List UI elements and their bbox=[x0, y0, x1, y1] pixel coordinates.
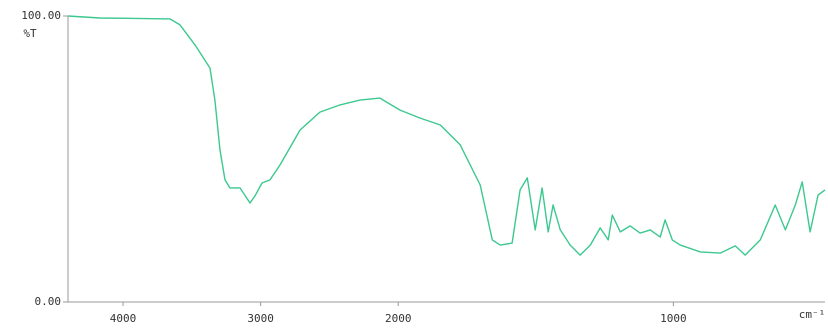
x-tick-label: 2000 bbox=[385, 312, 412, 325]
x-tick-label: 1000 bbox=[660, 312, 687, 325]
x-tick-label: 3000 bbox=[247, 312, 274, 325]
y-tick-label: 100.00 bbox=[21, 9, 61, 22]
x-axis-label: cm⁻¹ bbox=[799, 308, 826, 321]
y-axis-label: %T bbox=[23, 27, 37, 40]
x-tick-label: 4000 bbox=[110, 312, 137, 325]
y-tick-label: 0.00 bbox=[35, 295, 62, 308]
spectrum-line bbox=[67, 15, 826, 256]
